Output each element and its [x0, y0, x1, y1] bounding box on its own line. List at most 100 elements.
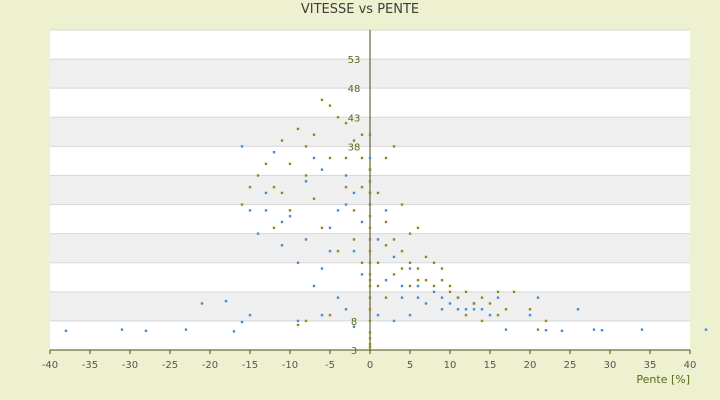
- scatter-point: [360, 185, 364, 189]
- scatter-point: [368, 345, 372, 349]
- scatter-point: [504, 328, 508, 331]
- scatter-point: [200, 302, 204, 305]
- scatter-point: [328, 104, 332, 107]
- scatter-point: [464, 290, 468, 294]
- scatter-point: [384, 244, 388, 247]
- series-olive-points: [240, 98, 548, 349]
- scatter-point: [416, 278, 420, 282]
- scatter-point: [424, 278, 428, 282]
- scatter-point: [480, 296, 484, 299]
- scatter-point: [416, 267, 420, 270]
- scatter-point: [304, 180, 308, 183]
- scatter-point: [368, 337, 372, 340]
- scatter-point: [304, 319, 308, 323]
- scatter-point: [392, 319, 396, 323]
- scatter-point: [368, 238, 372, 241]
- scatter-point: [400, 296, 404, 299]
- scatter-point: [408, 267, 412, 270]
- y-tick-label: 48: [348, 84, 361, 95]
- scatter-point: [344, 185, 348, 189]
- scatter-point: [360, 261, 364, 264]
- scatter-point: [336, 209, 340, 212]
- x-tick-label: 35: [644, 360, 657, 371]
- scatter-point: [368, 331, 372, 334]
- scatter-point: [248, 209, 252, 212]
- scatter-point: [144, 329, 148, 332]
- scatter-point: [312, 284, 316, 288]
- scatter-point: [368, 278, 372, 282]
- scatter-point: [560, 329, 564, 332]
- scatter-point: [256, 232, 260, 235]
- scatter-point: [392, 273, 396, 276]
- scatter-point: [352, 249, 356, 253]
- scatter-point: [416, 296, 420, 299]
- scatter-point: [360, 273, 364, 276]
- x-tick-label: 5: [407, 360, 413, 371]
- scatter-point: [360, 133, 364, 136]
- x-tick-label: -15: [242, 360, 258, 371]
- scatter-point: [384, 278, 388, 282]
- scatter-point: [480, 319, 484, 323]
- scatter-point: [528, 308, 532, 311]
- scatter-point: [536, 296, 540, 299]
- scatter-point: [280, 220, 284, 224]
- scatter-point: [536, 328, 540, 331]
- scatter-point: [368, 342, 372, 346]
- scatter-point: [408, 284, 412, 288]
- scatter-point: [368, 133, 372, 136]
- x-axis-title: Pente [%]: [636, 373, 690, 386]
- x-tick-label: 25: [564, 360, 577, 371]
- scatter-point: [352, 139, 356, 142]
- scatter-point: [392, 238, 396, 241]
- scatter-point: [368, 214, 372, 218]
- scatter-point: [424, 302, 428, 305]
- scatter-point: [440, 308, 444, 311]
- x-tick-label: 15: [484, 360, 497, 371]
- y-tick-label: 3: [351, 346, 357, 357]
- scatter-point: [384, 156, 388, 160]
- scatter-point: [488, 313, 492, 317]
- scatter-point: [472, 308, 476, 311]
- scatter-point: [344, 121, 348, 125]
- x-tick-label: 30: [604, 360, 617, 371]
- scatter-point: [376, 238, 380, 241]
- chart-title: VITESSE vs PENTE: [300, 2, 420, 17]
- scatter-point: [600, 329, 604, 332]
- scatter-point: [384, 209, 388, 212]
- scatter-point: [368, 308, 372, 311]
- scatter-point: [280, 139, 284, 142]
- scatter-point: [264, 162, 268, 166]
- scatter-point: [320, 168, 324, 171]
- scatter-point: [376, 313, 380, 317]
- scatter-point: [400, 284, 404, 288]
- scatter-point: [448, 302, 452, 305]
- scatter-point: [248, 185, 252, 189]
- scatter-point: [576, 308, 580, 311]
- scatter-point: [440, 267, 444, 270]
- scatter-point: [408, 313, 412, 317]
- scatter-point: [368, 284, 372, 288]
- scatter-point: [384, 220, 388, 224]
- scatter-point: [368, 191, 372, 195]
- scatter-point: [328, 313, 332, 317]
- x-tick-label: 0: [367, 360, 373, 371]
- scatter-point: [496, 313, 500, 317]
- scatter-point: [352, 325, 356, 328]
- scatter-point: [320, 267, 324, 270]
- x-tick-label: -5: [325, 360, 335, 371]
- x-axis-ticks: -40 -35 -30 -25 -20 -15 -10 -5 0 5 10 15 20 25 30 35 40: [42, 350, 696, 371]
- scatter-point: [432, 261, 436, 264]
- scatter-point: [296, 127, 300, 131]
- y-tick-label: 38: [348, 142, 361, 153]
- scatter-point: [312, 197, 316, 200]
- scatter-point: [288, 214, 292, 218]
- scatter-point: [328, 249, 332, 253]
- scatter-point: [704, 328, 708, 331]
- scatter-point: [304, 145, 308, 148]
- scatter-point: [448, 284, 452, 288]
- scatter-point: [296, 261, 300, 264]
- x-tick-label: -10: [282, 360, 298, 371]
- scatter-point: [424, 255, 428, 259]
